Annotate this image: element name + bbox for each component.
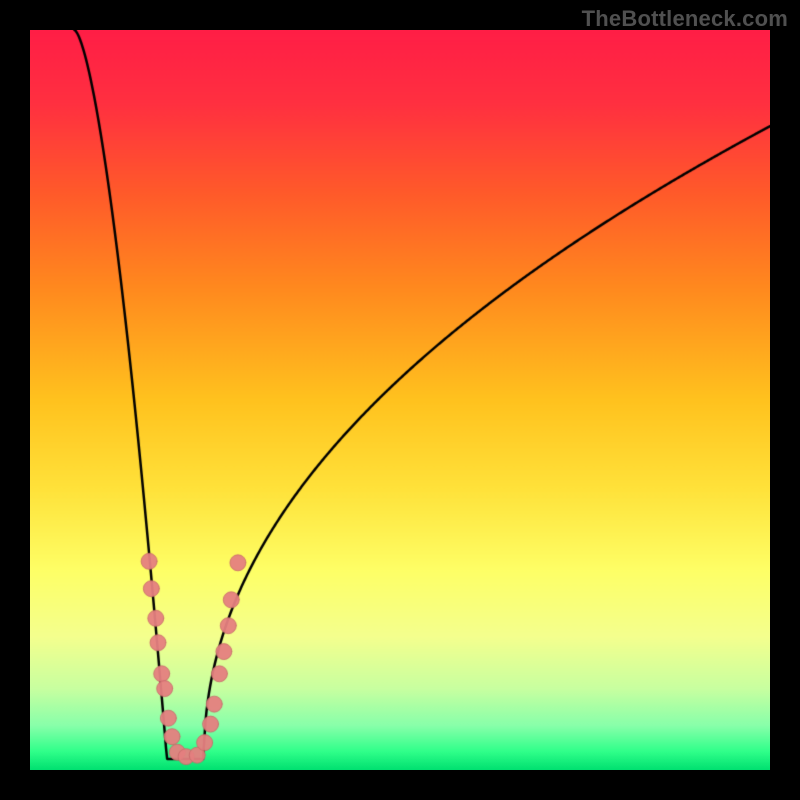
plot-area: [30, 30, 770, 770]
curve-and-scatter-layer: [30, 30, 770, 770]
watermark-text: TheBottleneck.com: [582, 6, 788, 32]
chart-stage: TheBottleneck.com: [0, 0, 800, 800]
